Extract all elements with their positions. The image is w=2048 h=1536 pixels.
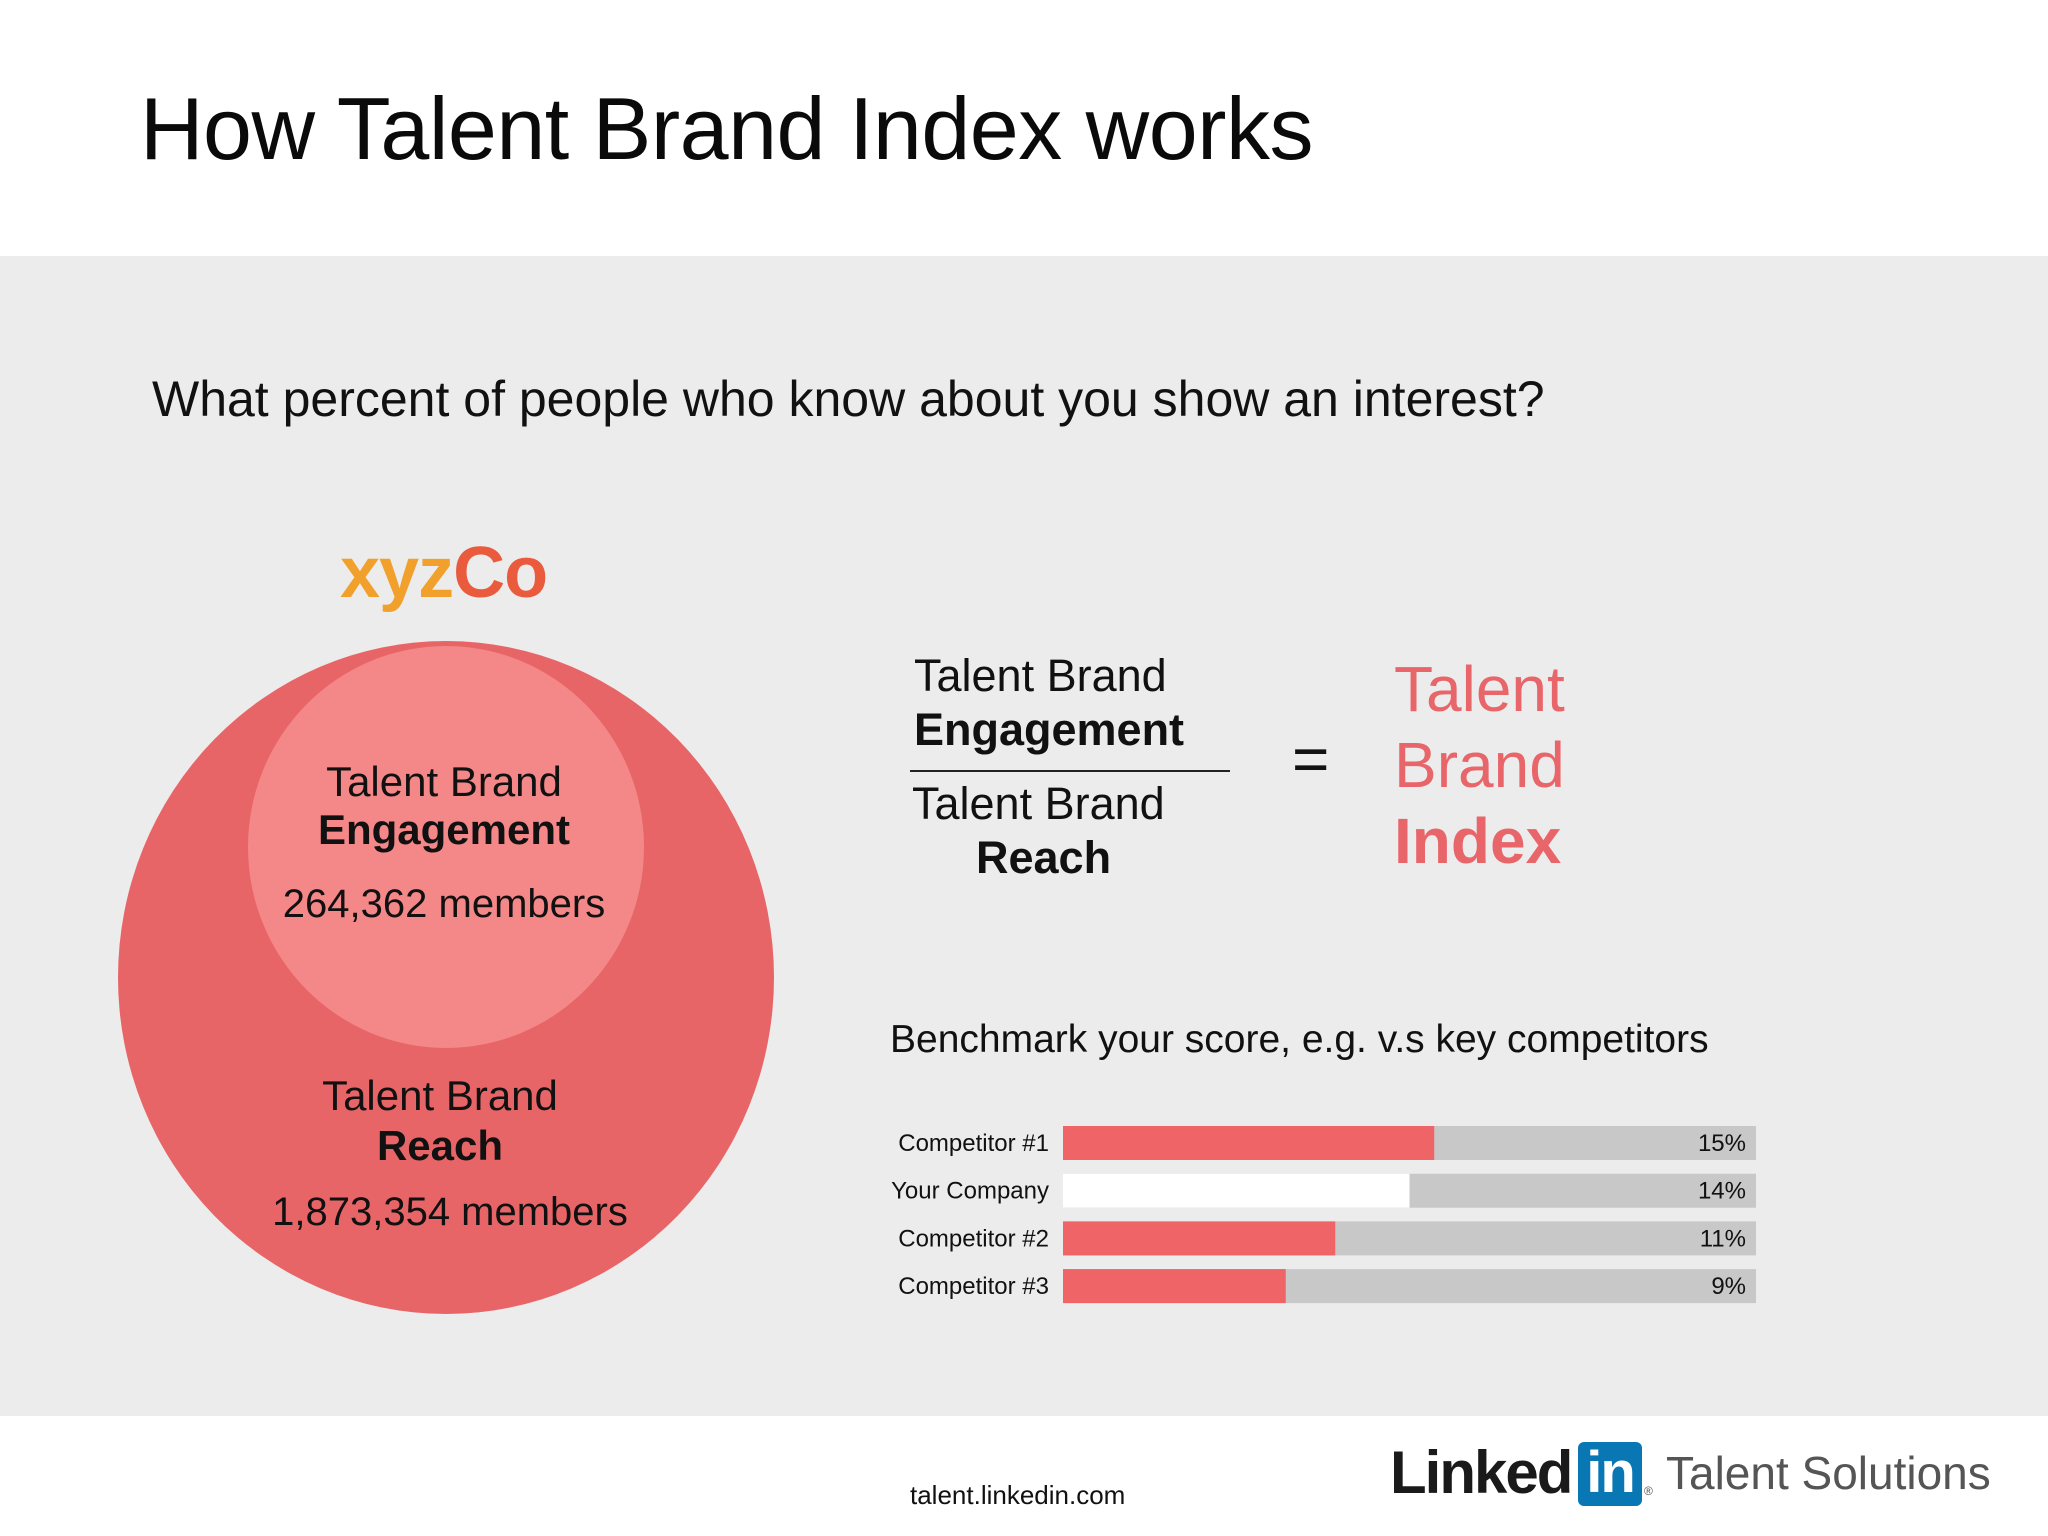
bar-value-competitor-2: 11% [1700,1225,1746,1252]
logo-talent-solutions: Talent Solutions [1666,1447,1991,1499]
formula-equals: = [1292,723,1330,795]
formula-numerator-line2: Engagement [914,704,1185,755]
formula-denominator-line2: Reach [976,832,1112,883]
bar-competitor-3 [1063,1269,1286,1304]
bar-label-your-company: Your Company [891,1178,1049,1205]
slide-subtitle: What percent of people who know about yo… [152,371,1545,427]
logo-in-badge: in [1578,1442,1642,1506]
logo-registered-mark: ® [1644,1484,1653,1498]
brand-name-part2: Co [453,533,548,613]
bar-value-competitor-3: 9% [1711,1273,1746,1300]
bar-label-competitor-3: Competitor #3 [898,1273,1049,1300]
slide-title: How Talent Brand Index works [140,79,1313,178]
engagement-label-line2: Engagement [317,806,571,853]
bar-competitor-2 [1063,1221,1336,1256]
formula-result-line2: Brand [1394,729,1565,801]
engagement-count: 264,362 members [282,882,606,926]
brand-name: xyzCo [340,532,548,614]
formula-result-line1: Talent [1394,653,1565,725]
bar-label-competitor-1: Competitor #1 [898,1130,1049,1157]
bar-competitor-1 [1063,1126,1435,1160]
bar-your-company [1063,1173,1410,1208]
reach-label-line1: Talent Brand [322,1072,558,1119]
bar-value-competitor-1: 15% [1698,1130,1746,1157]
formula-fraction-bar [910,770,1230,772]
benchmark-title: Benchmark your score, e.g. v.s key compe… [890,1018,1709,1061]
reach-label-line2: Reach [376,1122,504,1169]
formula-denominator-line1: Talent Brand [912,778,1165,829]
logo-linked-text: Linked [1390,1439,1573,1506]
footer-url[interactable]: talent.linkedin.com [910,1480,1126,1510]
bar-label-competitor-2: Competitor #2 [898,1225,1049,1252]
engagement-circle [248,646,644,1048]
benchmark-bar-chart: Competitor #1 15% Your Company 14% Competito… [891,1126,1756,1304]
reach-count: 1,873,354 members [272,1190,628,1234]
brand-name-part1: xyz [340,533,454,613]
bar-value-your-company: 14% [1698,1178,1746,1205]
engagement-label-line1: Talent Brand [326,758,562,805]
formula-result-line3: Index [1394,805,1562,877]
formula-numerator-line1: Talent Brand [914,650,1167,701]
